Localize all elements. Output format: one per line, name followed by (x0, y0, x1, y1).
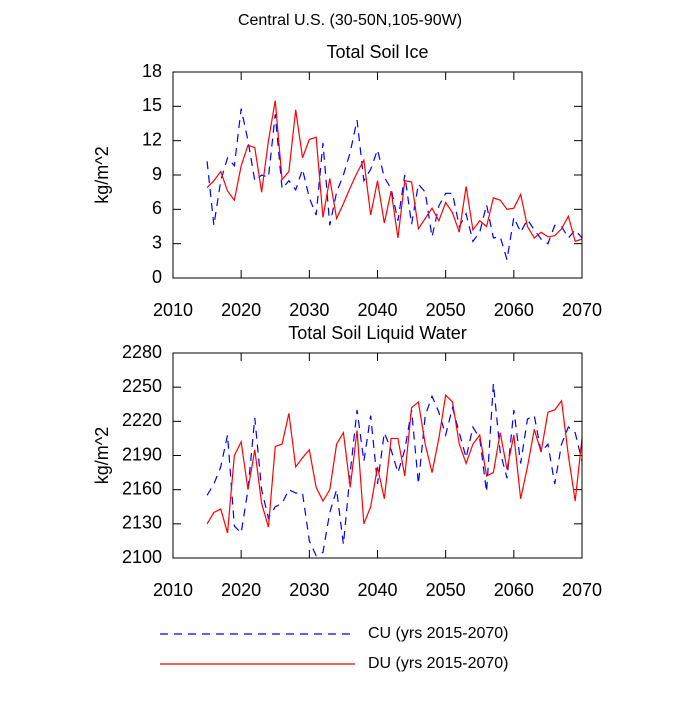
x-tick-label: 2010 (153, 300, 193, 320)
y-tick-label: 6 (152, 198, 162, 218)
y-tick-label: 2280 (122, 342, 162, 362)
y-axis-label: kg/m^2 (92, 427, 112, 484)
y-tick-label: 18 (142, 61, 162, 81)
y-tick-label: 2250 (122, 376, 162, 396)
x-tick-label: 2050 (426, 300, 466, 320)
y-tick-label: 2220 (122, 410, 162, 430)
y-axis-label: kg/m^2 (92, 146, 112, 203)
y-tick-label: 2190 (122, 444, 162, 464)
y-tick-label: 2100 (122, 547, 162, 567)
x-tick-label: 2020 (221, 580, 261, 600)
y-tick-label: 2160 (122, 478, 162, 498)
x-tick-label: 2030 (289, 300, 329, 320)
x-tick-label: 2020 (221, 300, 261, 320)
x-tick-label: 2060 (494, 580, 534, 600)
y-tick-label: 2130 (122, 513, 162, 533)
data-line (206, 383, 583, 557)
x-tick-label: 2030 (289, 580, 329, 600)
x-tick-label: 2040 (357, 580, 397, 600)
x-tick-label: 2050 (426, 580, 466, 600)
y-tick-label: 15 (142, 95, 162, 115)
x-tick-label: 2060 (494, 300, 534, 320)
plot-frame (172, 352, 583, 559)
x-tick-label: 2070 (562, 580, 602, 600)
legend-label: DU (yrs 2015-2070) (368, 655, 509, 672)
data-line (206, 393, 583, 534)
figure-title: Central U.S. (30-50N,105-90W) (238, 12, 462, 29)
y-tick-label: 0 (152, 267, 162, 287)
x-tick-label: 2070 (562, 300, 602, 320)
panel-title: Total Soil Liquid Water (288, 323, 466, 343)
y-tick-label: 12 (142, 129, 162, 149)
y-tick-label: 9 (152, 164, 162, 184)
y-tick-label: 3 (152, 232, 162, 252)
data-line (206, 108, 583, 260)
x-tick-label: 2010 (153, 580, 193, 600)
data-line (206, 100, 583, 243)
x-tick-label: 2040 (357, 300, 397, 320)
legend-label: CU (yrs 2015-2070) (368, 625, 509, 642)
panel-title: Total Soil Ice (326, 42, 428, 62)
plot-frame (172, 71, 583, 279)
